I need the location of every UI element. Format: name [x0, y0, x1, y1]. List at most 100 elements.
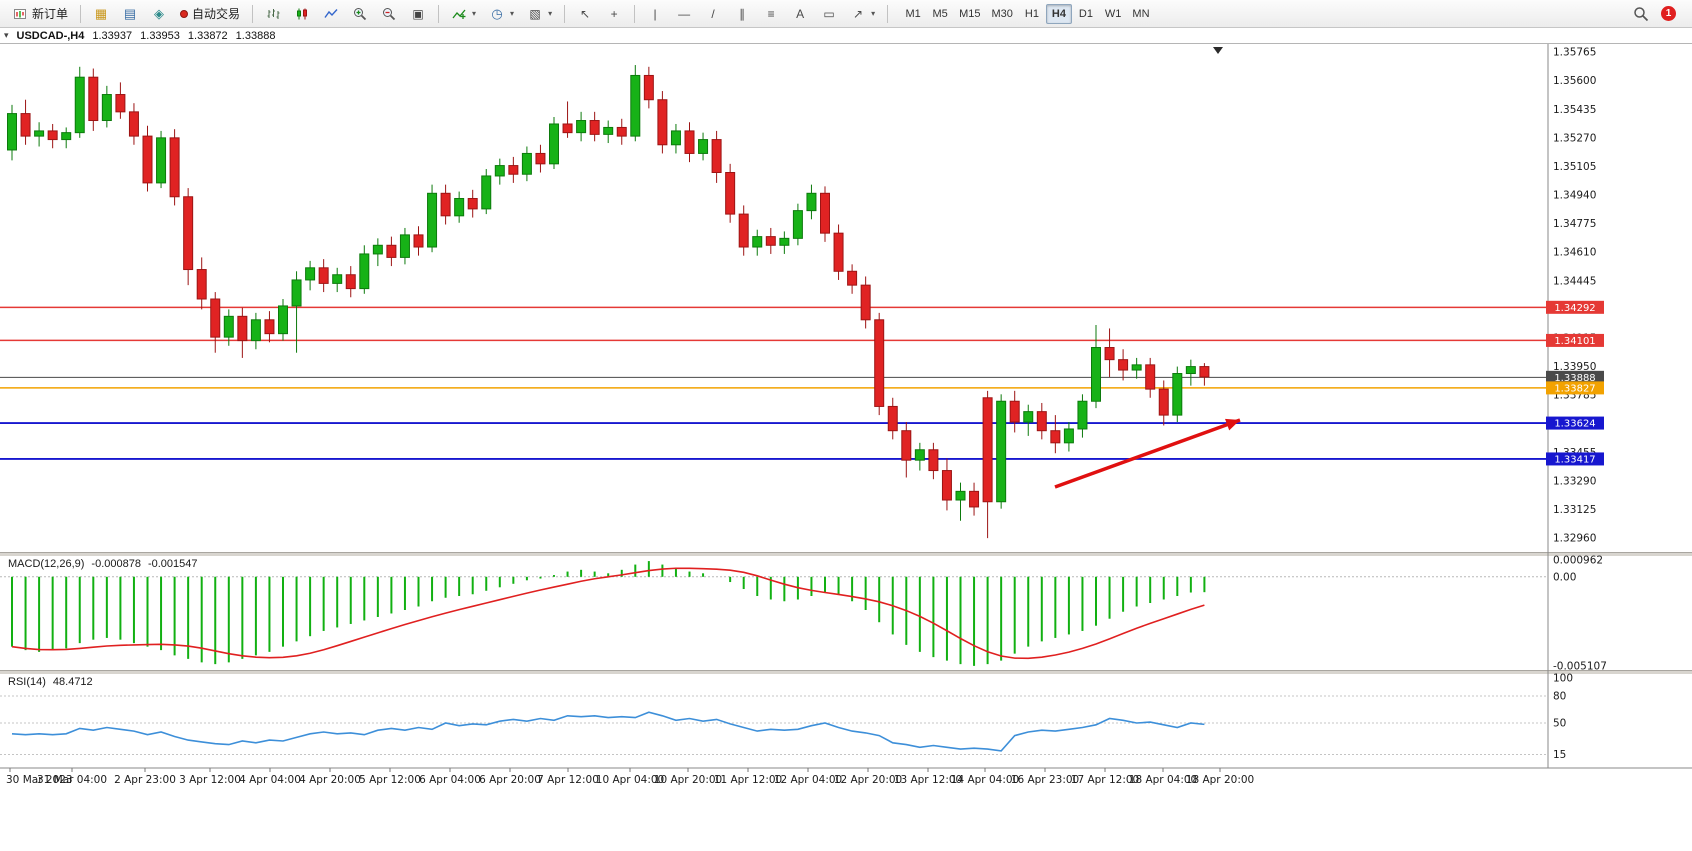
svg-text:17 Apr 12:00: 17 Apr 12:00: [1071, 774, 1139, 786]
svg-text:15: 15: [1553, 749, 1566, 761]
navigator-button[interactable]: ◈: [145, 3, 173, 25]
chart-shift-marker-icon: [1213, 47, 1223, 54]
cursor-tool-button[interactable]: ↖: [571, 3, 599, 25]
crosshair-icon: +: [610, 6, 618, 21]
trendline-tool-button[interactable]: /: [699, 3, 727, 25]
timeframe-button-M15[interactable]: M15: [954, 4, 985, 24]
zoom-in-icon: [352, 6, 368, 22]
zoom-out-button[interactable]: [375, 3, 403, 25]
timeframe-button-W1[interactable]: W1: [1100, 4, 1127, 24]
svg-text:1.34445: 1.34445: [1553, 275, 1596, 287]
toolbar-right-group: 1: [1633, 6, 1686, 22]
text-icon: A: [796, 6, 805, 21]
notification-badge[interactable]: 1: [1661, 6, 1676, 21]
tile-windows-icon: ▣: [412, 6, 424, 21]
rsi-layer: [0, 695, 1548, 755]
candles-layer: [7, 65, 1210, 539]
bars-chart-button[interactable]: [259, 3, 287, 25]
svg-text:12 Apr 04:00: 12 Apr 04:00: [774, 774, 842, 786]
chevron-down-icon: ▾: [510, 9, 515, 18]
market-watch-button[interactable]: ▤: [116, 3, 144, 25]
line-chart-icon: [323, 6, 339, 22]
svg-text:3 Apr 12:00: 3 Apr 12:00: [179, 774, 241, 786]
chart-area[interactable]: 1.35765 1.35600 1.35435 1.35270 1.35105 1.349…: [0, 44, 1692, 851]
svg-text:1.33125: 1.33125: [1553, 504, 1596, 516]
channel-tool-button[interactable]: ∥: [728, 3, 756, 25]
tile-windows-button[interactable]: ▣: [404, 3, 432, 25]
toolbar-separator: [887, 4, 889, 23]
svg-text:1.33950: 1.33950: [1553, 361, 1596, 373]
svg-text:2 Apr 23:00: 2 Apr 23:00: [114, 774, 176, 786]
svg-text:31 Mar 04:00: 31 Mar 04:00: [37, 774, 107, 786]
svg-text:12 Apr 20:00: 12 Apr 20:00: [834, 774, 902, 786]
vertical-line-tool-button[interactable]: |: [641, 3, 669, 25]
arrow-icon: ↗: [853, 6, 864, 21]
indicators-icon: [451, 6, 467, 22]
trend-arrow: [1054, 418, 1241, 489]
price-line-badge: [1546, 452, 1604, 466]
crosshair-tool-button[interactable]: +: [600, 3, 628, 25]
timeframe-button-M1[interactable]: M1: [900, 4, 926, 24]
timeframe-button-H4[interactable]: H4: [1045, 3, 1072, 24]
horizontal-line-tool-button[interactable]: —: [670, 3, 698, 25]
channel-icon: ∥: [739, 6, 746, 21]
templates-dropdown-button[interactable]: ▧ ▾: [521, 3, 558, 25]
new-order-icon: [12, 6, 28, 22]
text-tool-button[interactable]: A: [786, 3, 814, 25]
timeframe-button-M5[interactable]: M5: [927, 4, 953, 24]
toolbar-separator: [634, 4, 636, 23]
svg-text:1.35600: 1.35600: [1553, 75, 1596, 87]
chart-canvas[interactable]: 1.35765 1.35600 1.35435 1.35270 1.35105 1.349…: [0, 44, 1692, 790]
arrow-tool-button[interactable]: ↗ ▾: [844, 3, 881, 25]
svg-text:4 Apr 04:00: 4 Apr 04:00: [239, 774, 301, 786]
zoom-in-button[interactable]: [346, 3, 374, 25]
timeframe-button-MN[interactable]: MN: [1127, 4, 1154, 24]
macd-signal-line: [11, 567, 1205, 660]
search-icon[interactable]: [1633, 6, 1649, 22]
candles-chart-button[interactable]: [288, 3, 316, 25]
svg-text:1.32960: 1.32960: [1553, 533, 1596, 545]
horizontal-line-icon: —: [678, 6, 691, 21]
svg-text:11 Apr 12:00: 11 Apr 12:00: [714, 774, 782, 786]
price-line-badge: [1546, 333, 1604, 347]
svg-text:18 Apr 04:00: 18 Apr 04:00: [1129, 774, 1197, 786]
svg-text:6 Apr 20:00: 6 Apr 20:00: [479, 774, 541, 786]
svg-text:5 Apr 12:00: 5 Apr 12:00: [359, 774, 421, 786]
line-chart-button[interactable]: [317, 3, 345, 25]
vertical-line-icon: |: [653, 6, 657, 21]
toolbar-separator: [438, 4, 440, 23]
macd-header: MACD(12,26,9) -0.000878 -0.001547: [8, 558, 198, 570]
svg-text:1.33417: 1.33417: [1554, 454, 1595, 465]
price-line-badge: [1546, 370, 1604, 384]
cursor-icon: ↖: [580, 6, 591, 21]
label-tool-button[interactable]: ▭: [815, 3, 843, 25]
new-order-button[interactable]: 新订单: [6, 3, 74, 25]
profiles-button[interactable]: ▦: [87, 3, 115, 25]
svg-text:1.34292: 1.34292: [1554, 303, 1595, 314]
svg-text:80: 80: [1553, 691, 1566, 703]
rsi-header: RSI(14) 48.4712: [8, 676, 93, 688]
svg-text:1.35435: 1.35435: [1553, 104, 1596, 116]
clock-icon: ◷: [491, 6, 503, 21]
svg-text:18 Apr 20:00: 18 Apr 20:00: [1186, 774, 1254, 786]
chart-symbol-label: USDCAD-,H4: [16, 29, 85, 42]
svg-text:1.34610: 1.34610: [1553, 247, 1596, 259]
svg-text:1.35270: 1.35270: [1553, 132, 1596, 144]
timeframe-button-D1[interactable]: D1: [1073, 4, 1099, 24]
panel-divider[interactable]: [0, 670, 1692, 674]
svg-text:1.35765: 1.35765: [1553, 47, 1596, 59]
ohlc-low-value: 1.33872: [187, 29, 228, 42]
svg-text:6 Apr 04:00: 6 Apr 04:00: [419, 774, 481, 786]
timeframe-button-H1[interactable]: H1: [1019, 4, 1045, 24]
auto-trading-button[interactable]: 自动交易: [174, 3, 246, 25]
fibonacci-tool-button[interactable]: ≡: [757, 3, 785, 25]
main-toolbar: 新订单 ▦ ▤ ◈ 自动交易: [0, 0, 1692, 28]
indicators-dropdown-button[interactable]: ▾: [445, 3, 482, 25]
timeframe-button-M30[interactable]: M30: [987, 4, 1018, 24]
svg-text:1.33290: 1.33290: [1553, 475, 1596, 487]
panel-divider[interactable]: [0, 552, 1692, 556]
chart-collapse-icon[interactable]: ▾: [4, 30, 9, 40]
periods-dropdown-button[interactable]: ◷ ▾: [483, 3, 520, 25]
ohlc-open-value: 1.33937: [92, 29, 133, 42]
